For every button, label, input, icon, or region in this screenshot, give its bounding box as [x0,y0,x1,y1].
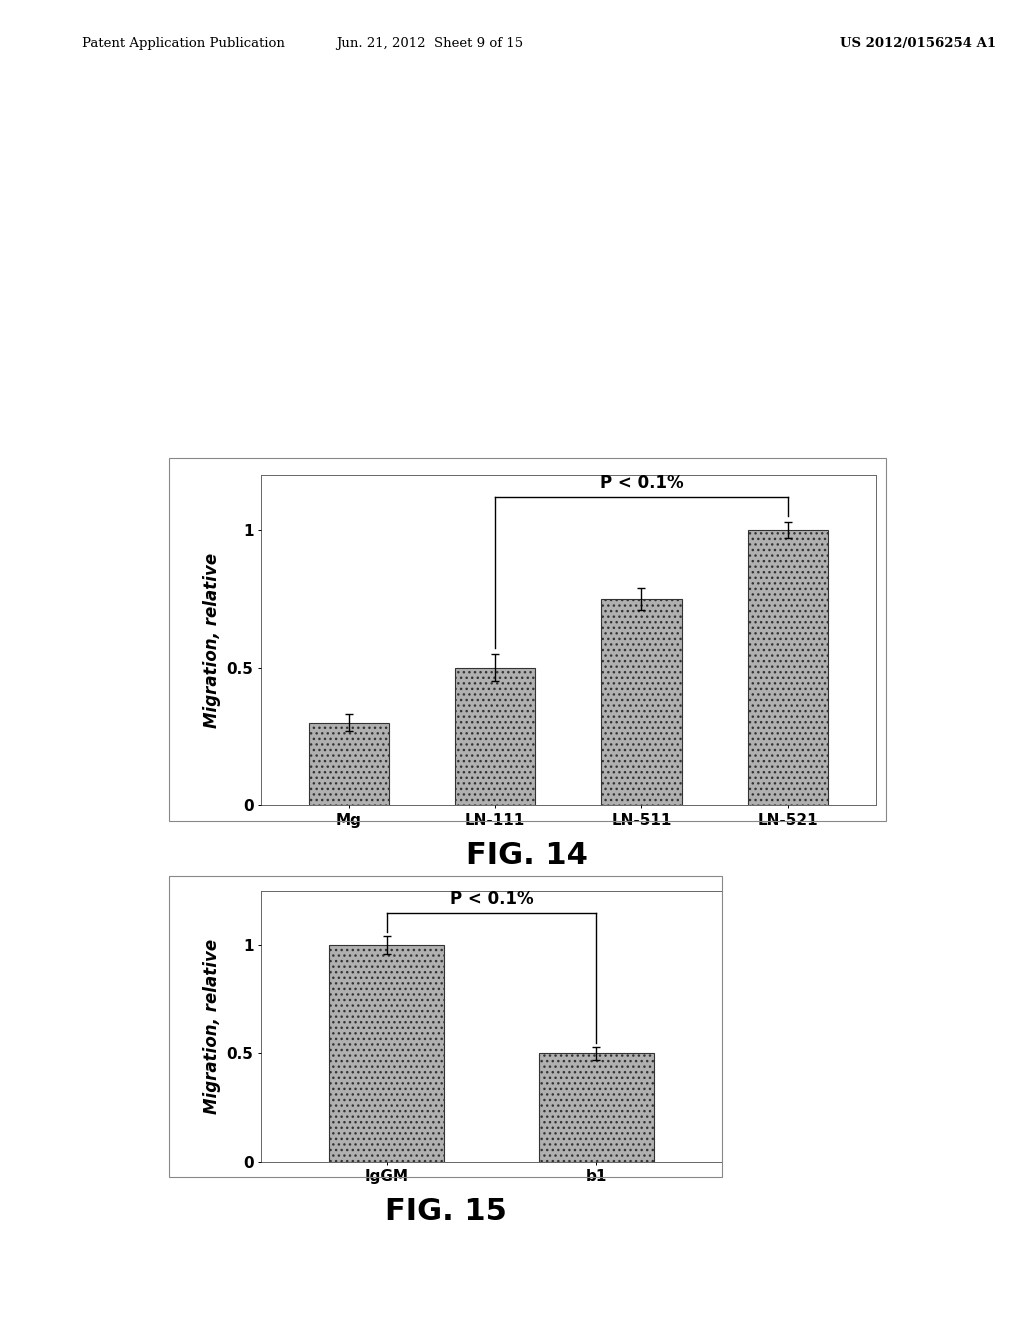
Text: Jun. 21, 2012  Sheet 9 of 15: Jun. 21, 2012 Sheet 9 of 15 [337,37,523,50]
Bar [748,531,828,805]
Bar [308,722,389,805]
Bar [601,599,682,805]
Y-axis label: Migration, relative: Migration, relative [203,553,221,727]
Bar [455,668,536,805]
Text: P < 0.1%: P < 0.1% [450,890,534,908]
Text: P < 0.1%: P < 0.1% [600,474,683,491]
Text: US 2012/0156254 A1: US 2012/0156254 A1 [840,37,995,50]
Y-axis label: Migration, relative: Migration, relative [203,939,221,1114]
Bar [539,1053,654,1162]
Text: FIG. 15: FIG. 15 [384,1197,507,1226]
Text: Patent Application Publication: Patent Application Publication [82,37,285,50]
Text: FIG. 14: FIG. 14 [466,841,589,870]
Bar [329,945,444,1162]
